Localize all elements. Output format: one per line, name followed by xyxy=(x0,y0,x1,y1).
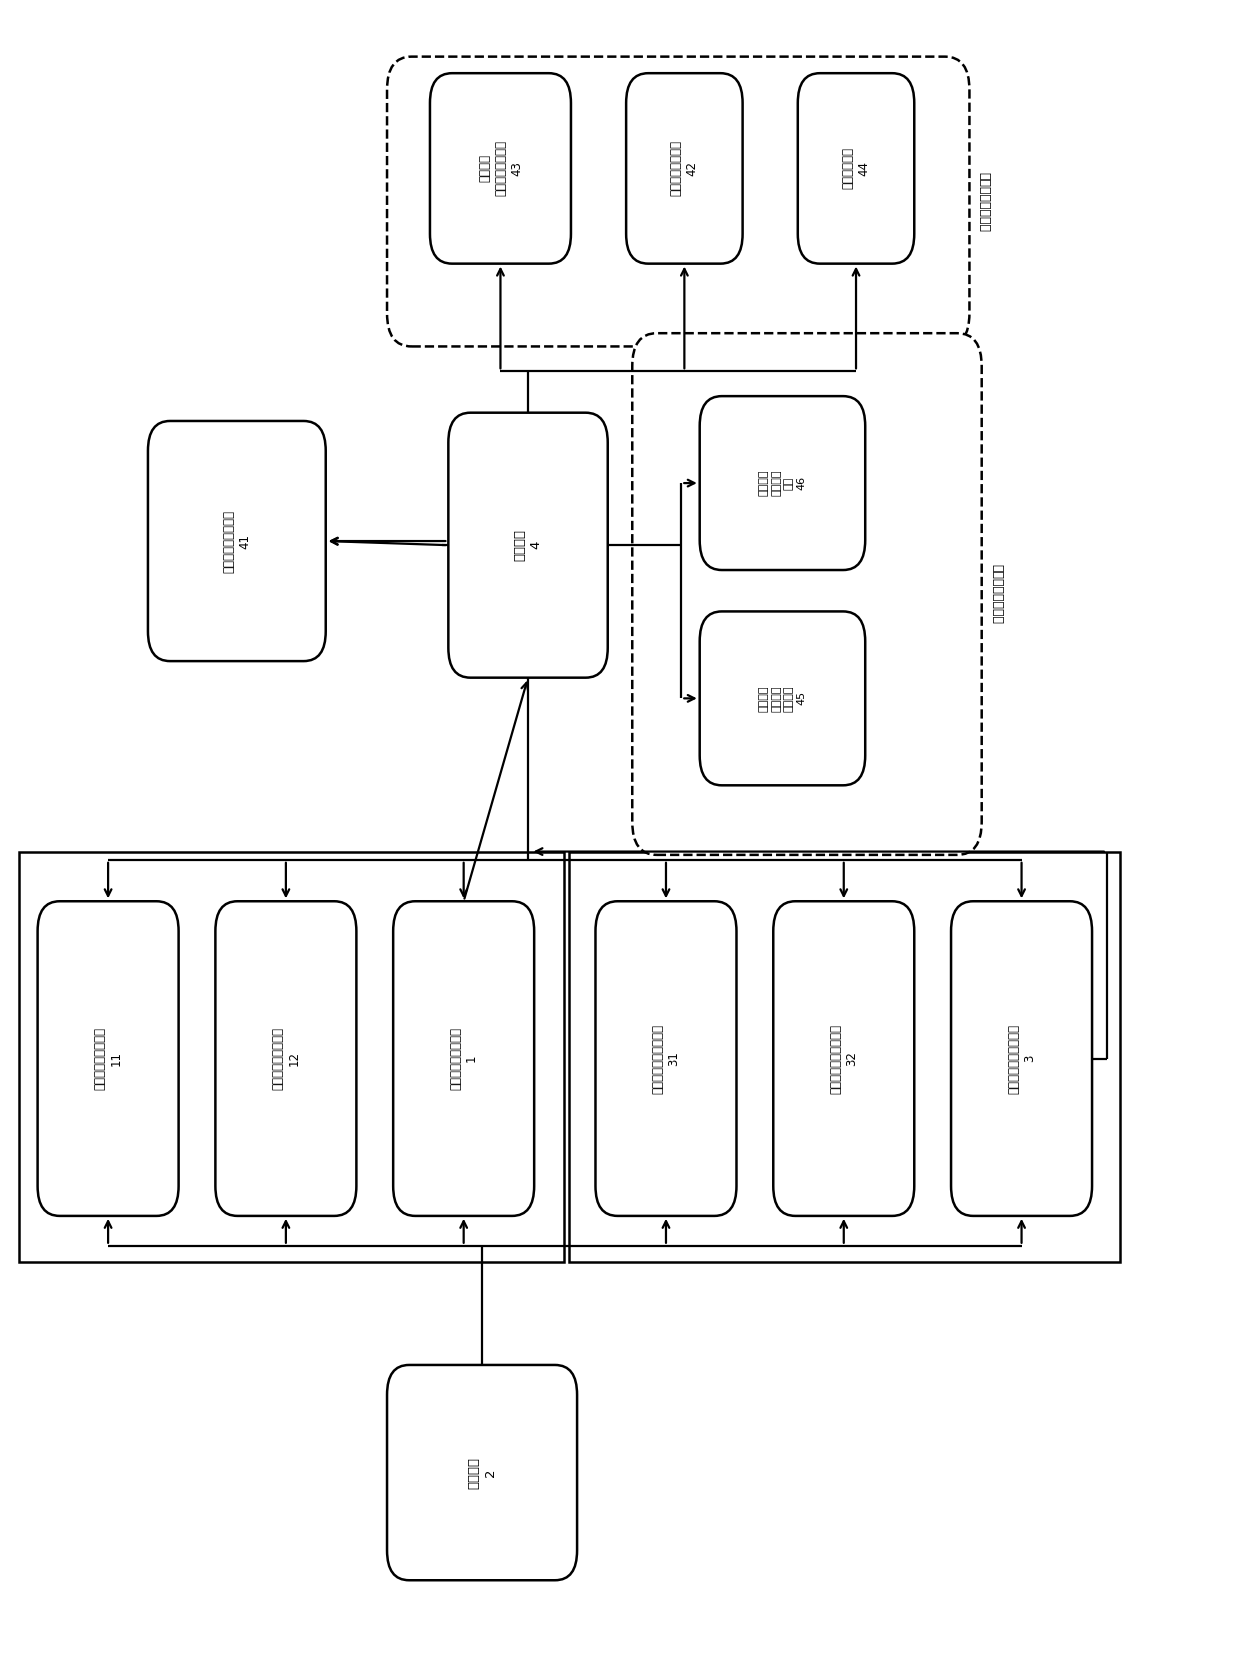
Text: 供电模块
2: 供电模块 2 xyxy=(467,1456,496,1488)
Text: 感覆综合
训练方案
生成模块
45: 感覆综合 训练方案 生成模块 45 xyxy=(759,685,806,711)
Text: 空间运动数据处理模块
3: 空间运动数据处理模块 3 xyxy=(1007,1024,1037,1094)
Text: 感覆综合
测试数据分析模块
43: 感覆综合 测试数据分析模块 43 xyxy=(477,140,523,197)
FancyBboxPatch shape xyxy=(595,902,737,1216)
Text: 报告生成模块
44: 报告生成模块 44 xyxy=(842,147,870,189)
FancyBboxPatch shape xyxy=(626,73,743,264)
Bar xyxy=(19,852,564,1263)
FancyBboxPatch shape xyxy=(797,73,914,264)
FancyBboxPatch shape xyxy=(37,902,179,1216)
FancyBboxPatch shape xyxy=(774,902,914,1216)
FancyBboxPatch shape xyxy=(699,396,866,569)
FancyBboxPatch shape xyxy=(148,421,326,661)
FancyBboxPatch shape xyxy=(430,73,570,264)
Text: 感覆综合测试阶段: 感覆综合测试阶段 xyxy=(977,172,991,232)
FancyBboxPatch shape xyxy=(449,412,608,678)
Text: 脚部空间位置采集模块
32: 脚部空间位置采集模块 32 xyxy=(830,1024,858,1094)
FancyBboxPatch shape xyxy=(632,334,982,855)
Bar xyxy=(568,852,1120,1263)
Text: 视听觉任务呈现模块
41: 视听觉任务呈现模块 41 xyxy=(222,509,252,573)
Text: 感觉综合训练阶段: 感觉综合训练阶段 xyxy=(990,564,1003,625)
Text: 力行程数据处理模块
1: 力行程数据处理模块 1 xyxy=(449,1027,479,1091)
Text: 感覆综合
训练控制
模块
46: 感覆综合 训练控制 模块 46 xyxy=(759,469,806,496)
FancyBboxPatch shape xyxy=(387,57,970,346)
Text: 手部空间位置采集模块
31: 手部空间位置采集模块 31 xyxy=(651,1024,681,1094)
Text: 主控模块
4: 主控模块 4 xyxy=(513,529,543,561)
Text: 常模数据传输模块
42: 常模数据传输模块 42 xyxy=(670,140,699,197)
FancyBboxPatch shape xyxy=(951,902,1092,1216)
FancyBboxPatch shape xyxy=(393,902,534,1216)
Text: 脚部力行程采集模块
12: 脚部力行程采集模块 12 xyxy=(272,1027,300,1091)
FancyBboxPatch shape xyxy=(387,1364,577,1580)
FancyBboxPatch shape xyxy=(216,902,356,1216)
FancyBboxPatch shape xyxy=(699,611,866,785)
Text: 手部力行程采集模块
11: 手部力行程采集模块 11 xyxy=(93,1027,123,1091)
